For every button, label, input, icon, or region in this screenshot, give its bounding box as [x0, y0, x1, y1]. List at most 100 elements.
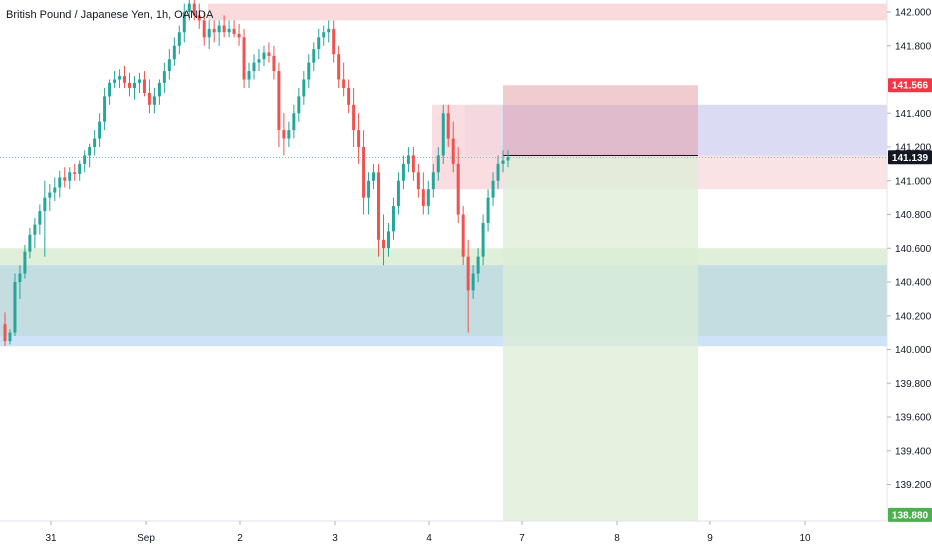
candle-body [98, 121, 102, 139]
candle-body [237, 33, 241, 38]
candle-body [257, 59, 261, 63]
candle [456, 147, 460, 223]
candle-body [93, 138, 97, 147]
candle [501, 150, 505, 173]
candle [202, 12, 206, 46]
y-tick-label: 139.800 [895, 379, 932, 390]
candle [476, 248, 480, 282]
candle [396, 172, 400, 215]
candle-body [377, 172, 381, 240]
candle-body [292, 113, 296, 131]
candle-body [247, 71, 251, 80]
candle-body [207, 28, 211, 38]
candle-body [53, 187, 57, 193]
x-tick-label: 4 [426, 533, 432, 544]
candle-body [282, 130, 286, 139]
stop-loss-tag-bg [888, 78, 932, 93]
candle [227, 20, 231, 38]
candle [262, 45, 266, 66]
candle-body [441, 113, 445, 156]
candle-body [118, 76, 122, 80]
candle [441, 104, 445, 164]
candle [118, 69, 122, 88]
y-tick-label: 139.200 [895, 480, 932, 491]
candle [177, 25, 181, 55]
candle-body [88, 147, 92, 156]
candle [23, 244, 27, 279]
candle [277, 62, 281, 147]
candle [337, 45, 341, 88]
y-tick-label: 140.000 [895, 345, 932, 356]
candle-body [337, 54, 341, 80]
candle-body [272, 55, 276, 72]
candle [152, 87, 156, 114]
candle [317, 28, 321, 60]
candle-body [103, 96, 107, 122]
candle [481, 214, 485, 266]
candle [272, 45, 276, 80]
candle-body [162, 71, 166, 83]
candle-body [401, 163, 405, 181]
candle [332, 20, 336, 63]
candle-body [23, 251, 27, 274]
candle [287, 121, 291, 147]
candle-body [461, 214, 465, 257]
candle-body [471, 273, 475, 291]
candle [491, 172, 495, 207]
candle [157, 79, 161, 105]
candle [381, 214, 385, 266]
candle-body [197, 15, 201, 21]
candle [207, 20, 211, 50]
candle-body [332, 28, 336, 55]
candle-body [386, 231, 390, 249]
target-tag-bg [888, 507, 932, 522]
candle [43, 180, 47, 257]
y-tick-label: 141.400 [895, 109, 932, 120]
candle-body [277, 71, 281, 131]
candle [212, 20, 216, 43]
candle [167, 49, 171, 80]
candle-body [147, 93, 151, 105]
candle [372, 163, 376, 190]
candle [446, 104, 450, 147]
candle-body [8, 332, 12, 342]
candle [302, 71, 306, 105]
candle-body [372, 172, 376, 181]
candle-body [18, 273, 22, 282]
candle [307, 54, 311, 88]
candle [53, 177, 57, 201]
candle-body [406, 155, 410, 164]
candle [108, 79, 112, 105]
candle [187, 0, 191, 21]
y-tick-label: 140.800 [895, 210, 932, 221]
candle [63, 167, 67, 188]
candle [3, 312, 7, 347]
candle [237, 23, 241, 46]
candle [13, 273, 17, 336]
candle [192, 0, 196, 21]
candle [162, 62, 166, 93]
candle [401, 155, 405, 190]
candle [58, 170, 62, 198]
zone-resistance [208, 3, 887, 21]
candle-body [152, 96, 156, 105]
candle-body [172, 45, 176, 60]
candle [342, 62, 346, 97]
candle-body [192, 3, 196, 16]
candle-body [506, 157, 510, 161]
candle [8, 329, 12, 345]
candle-body [3, 324, 7, 342]
candle [496, 155, 500, 190]
candle [421, 172, 425, 215]
position-risk-zone [503, 85, 698, 156]
candle-body [491, 180, 495, 198]
candle-body [367, 180, 371, 198]
candle-body [287, 130, 291, 139]
candle [466, 239, 470, 333]
candle [147, 79, 151, 114]
x-tick-label: 8 [614, 533, 620, 544]
candle [78, 160, 82, 181]
candle-body [128, 82, 132, 88]
